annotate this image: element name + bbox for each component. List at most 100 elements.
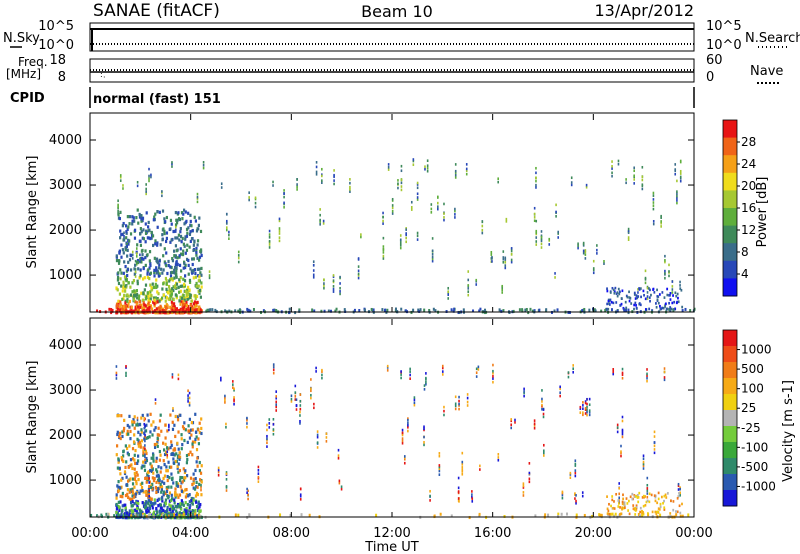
echo-cell: [120, 243, 123, 247]
echo-cell: [575, 513, 578, 517]
echo-cell: [186, 297, 189, 301]
echo-cell: [225, 472, 228, 476]
echo-cell: [195, 284, 198, 288]
echo-cell: [401, 431, 404, 435]
echo-cell: [195, 435, 198, 439]
echo-cell: [119, 436, 122, 441]
echo-cell: [484, 308, 487, 312]
echo-cell: [248, 198, 250, 202]
echo-cell: [642, 462, 645, 466]
echo-cell: [138, 491, 141, 495]
echo-cell: [167, 514, 170, 518]
echo-cell: [412, 163, 415, 167]
echo-cell: [176, 511, 179, 515]
echo-cell: [187, 394, 189, 397]
echo-cell: [150, 456, 153, 460]
echo-cell: [642, 289, 645, 293]
echo-cell: [119, 236, 122, 240]
echo-cell: [228, 237, 230, 240]
echo-cell: [234, 513, 237, 517]
echo-cell: [225, 228, 228, 232]
echo-cell: [125, 371, 127, 375]
echo-cell: [173, 268, 176, 272]
echo-cell: [121, 232, 124, 236]
echo-cell: [117, 500, 120, 504]
power-ylabel: Slant Range [km]: [25, 156, 40, 269]
echo-cell: [423, 441, 425, 444]
echo-cell: [498, 308, 501, 312]
echo-cell: [659, 513, 662, 517]
echo-cell: [217, 473, 220, 477]
echo-cell: [187, 397, 189, 400]
echo-cell: [310, 393, 312, 397]
echo-cell: [175, 249, 178, 253]
echo-cell: [124, 264, 127, 269]
echo-cell: [128, 425, 131, 429]
echo-cell: [193, 308, 196, 312]
echo-cell: [677, 300, 680, 304]
echo-cell: [412, 158, 415, 161]
echo-cell: [135, 508, 138, 512]
echo-cell: [182, 285, 185, 289]
echo-cell: [633, 303, 636, 307]
echo-cell: [187, 400, 189, 403]
echo-cell: [146, 253, 149, 257]
echo-cell: [200, 431, 203, 436]
echo-cell: [296, 178, 298, 181]
echo-cell: [156, 290, 159, 294]
echo-cell: [124, 311, 127, 315]
echo-cell: [188, 278, 192, 283]
echo-cell: [559, 385, 561, 389]
echo-cell: [391, 209, 394, 213]
echo-cell: [646, 286, 649, 290]
echo-cell: [177, 285, 180, 289]
echo-cell: [155, 506, 158, 511]
echo-cell: [653, 430, 656, 434]
echo-cell: [187, 513, 190, 517]
echo-cell: [162, 227, 165, 231]
echo-cell: [126, 293, 129, 297]
echo-cell: [183, 421, 186, 425]
echo-cell: [182, 308, 185, 312]
echo-cell: [189, 267, 192, 271]
echo-cell: [173, 423, 176, 427]
echo-cell: [137, 454, 140, 458]
echo-cell: [163, 229, 166, 233]
echo-cell: [131, 457, 135, 461]
echo-cell: [200, 486, 202, 489]
echo-cell: [117, 205, 119, 209]
echo-cell: [133, 495, 136, 499]
echo-cell: [183, 438, 186, 443]
echo-cell: [639, 514, 642, 518]
echo-cell: [224, 396, 226, 400]
echo-cell: [165, 215, 168, 220]
echo-cell: [613, 290, 616, 293]
echo-cell: [628, 299, 631, 303]
echo-cell: [611, 512, 614, 516]
echo-cell: [575, 499, 577, 503]
echo-cell: [155, 468, 158, 472]
echo-cell: [172, 407, 174, 410]
echo-cell: [207, 308, 210, 312]
echo-cell: [224, 398, 226, 402]
echo-cell: [183, 282, 186, 286]
echo-cell: [672, 294, 674, 297]
colorbar-tick-label: 4: [741, 267, 749, 281]
echo-cell: [143, 288, 146, 292]
echo-cell: [157, 274, 160, 278]
echo-cell: [621, 502, 624, 506]
echo-cell: [183, 284, 187, 288]
echo-cell: [400, 185, 403, 188]
echo-cell: [300, 513, 303, 517]
echo-cell: [131, 423, 134, 427]
echo-cell: [658, 293, 661, 296]
echo-cell: [165, 282, 168, 286]
echo-cell: [160, 488, 163, 492]
echo-cell: [665, 496, 668, 499]
echo-cell: [441, 370, 444, 373]
echo-cell: [175, 282, 179, 286]
echo-cell: [198, 460, 201, 465]
echo-cell: [152, 459, 155, 463]
echo-cell: [162, 508, 165, 512]
echo-cell: [171, 375, 174, 379]
